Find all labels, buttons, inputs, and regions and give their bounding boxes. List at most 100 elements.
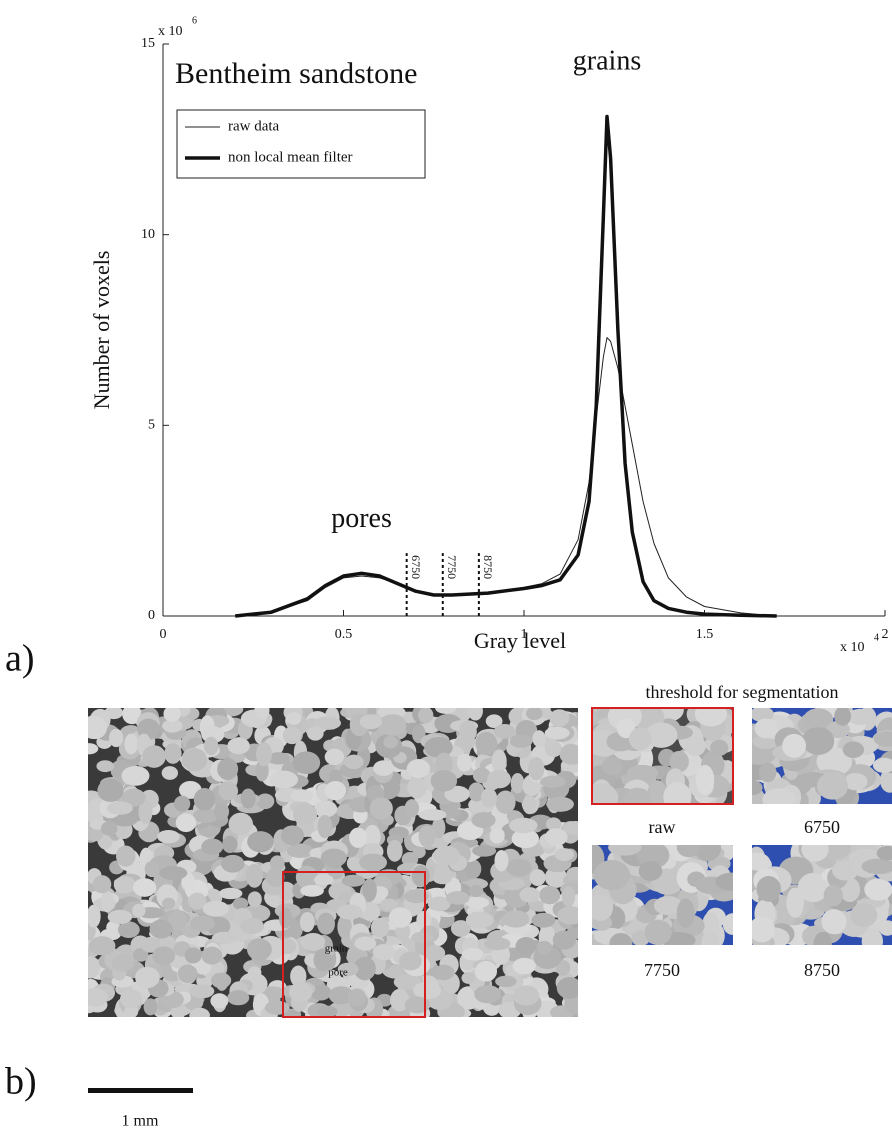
grain (701, 931, 720, 945)
grain (786, 887, 805, 918)
grain (254, 708, 270, 720)
grain (435, 708, 457, 714)
grain (317, 1005, 338, 1017)
highlight-box (591, 707, 734, 805)
x-tick-label: 1.5 (696, 627, 714, 642)
grain (221, 854, 245, 873)
grain (592, 894, 614, 921)
grain (472, 767, 491, 784)
grain (752, 916, 775, 943)
grain (552, 930, 577, 950)
grain (531, 912, 556, 928)
grain (189, 915, 215, 932)
grain (227, 737, 250, 755)
grain (122, 708, 142, 725)
grain (801, 845, 829, 862)
grain (561, 886, 576, 908)
grain (113, 876, 137, 894)
grain (372, 944, 396, 961)
grain (556, 976, 578, 999)
legend-label: raw data (228, 118, 280, 134)
grain (341, 874, 365, 887)
grain (623, 787, 652, 804)
grain (152, 946, 176, 966)
y-tick-label: 5 (148, 418, 155, 433)
grain (509, 734, 533, 748)
grain (121, 765, 150, 786)
grain (644, 919, 672, 945)
grain (354, 936, 377, 951)
annotation: pores (331, 503, 392, 534)
grain (286, 711, 302, 725)
inset-label: pore (328, 967, 348, 979)
grain (359, 853, 388, 872)
grain (512, 957, 536, 975)
grain (480, 788, 498, 808)
grain (132, 903, 146, 918)
grain (324, 780, 347, 801)
highlight-box (282, 871, 426, 1018)
grain (88, 988, 108, 1007)
grain (638, 861, 663, 881)
grain (313, 948, 332, 972)
grain (135, 966, 160, 988)
grain (111, 954, 135, 972)
grain (324, 748, 345, 766)
micrograph (592, 708, 733, 804)
grain (201, 946, 223, 965)
grain (834, 708, 852, 726)
grain (471, 812, 496, 829)
grain (472, 845, 497, 857)
grain (465, 896, 490, 909)
grain (694, 708, 728, 727)
y-tick-label: 0 (148, 608, 155, 623)
grain (424, 945, 446, 962)
grain (511, 829, 539, 849)
grain (509, 817, 538, 834)
micrograph (592, 845, 733, 945)
x-tick-label: 0.5 (335, 627, 353, 642)
grain (427, 896, 451, 912)
grain (157, 829, 180, 844)
grain (645, 722, 678, 748)
chart-title: Bentheim sandstone (175, 57, 417, 90)
grain (560, 743, 578, 761)
grain (337, 914, 352, 939)
grain (227, 990, 250, 1006)
grain (164, 743, 182, 764)
grain (458, 720, 477, 743)
grain (803, 708, 834, 731)
grain (876, 845, 892, 861)
grain (240, 788, 256, 809)
grain (404, 996, 430, 1014)
grain (782, 733, 807, 758)
grain (219, 887, 243, 900)
grain (528, 757, 545, 781)
grain (88, 955, 101, 979)
grain (97, 779, 124, 802)
grain (627, 764, 659, 781)
grain (546, 796, 574, 812)
grain (843, 773, 868, 791)
grain (515, 936, 538, 956)
grain (411, 865, 430, 887)
grain (461, 972, 476, 984)
grain (539, 886, 561, 905)
grain (544, 866, 568, 888)
grain (213, 802, 230, 821)
grain (88, 743, 99, 755)
grain (256, 793, 275, 810)
grain (404, 889, 429, 904)
grain (864, 878, 892, 901)
grain (300, 885, 324, 897)
grain (343, 754, 364, 770)
x-tick-label: 1 (521, 627, 528, 642)
grain (628, 727, 652, 751)
grain (495, 975, 517, 988)
grain (475, 731, 498, 756)
grain (601, 757, 623, 776)
grain (192, 808, 219, 823)
grain (320, 848, 347, 867)
grain (434, 863, 451, 883)
series-line (235, 114, 777, 618)
